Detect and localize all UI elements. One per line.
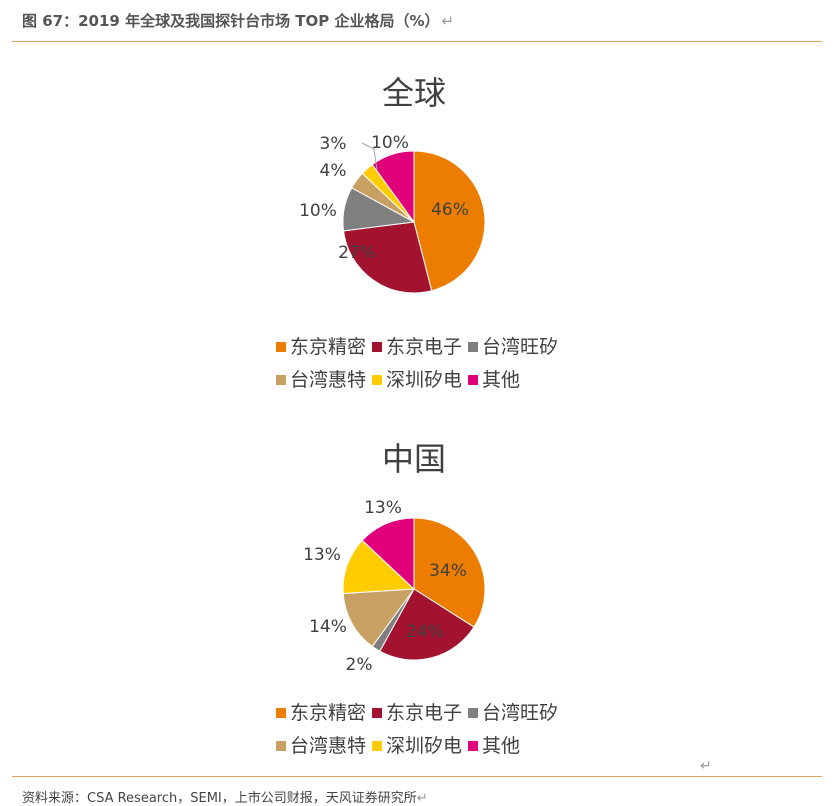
legend-label: 其他 bbox=[482, 369, 521, 391]
figure-title-text: 图 67：2019 年全球及我国探针台市场 TOP 企业格局（%） bbox=[22, 12, 440, 30]
legend-item: 台湾旺矽 bbox=[468, 331, 558, 364]
legend-swatch-icon bbox=[468, 342, 479, 352]
legend-swatch-icon bbox=[468, 708, 479, 718]
bottom-divider bbox=[12, 776, 822, 777]
pie-slice-china-4 bbox=[342, 539, 416, 594]
legend-item: 深圳矽电 bbox=[372, 730, 462, 763]
source-text: 资料来源：CSA Research，SEMI，上市公司财报，天风证券研究所 bbox=[22, 791, 417, 806]
legend-item: 东京精密 bbox=[276, 331, 366, 364]
legend-item: 台湾惠特 bbox=[276, 730, 366, 763]
slice-label-china-4: 13% bbox=[303, 545, 341, 565]
slice-label-china-2: 2% bbox=[346, 655, 373, 675]
legend-item: 台湾旺矽 bbox=[468, 697, 558, 730]
pie-slice-global-5 bbox=[371, 150, 415, 224]
legend-item: 深圳矽电 bbox=[372, 364, 462, 397]
legend-label: 东京电子 bbox=[386, 336, 463, 358]
legend-swatch-icon bbox=[276, 741, 286, 751]
legend-label: 台湾旺矽 bbox=[482, 702, 559, 724]
legend-label: 台湾惠特 bbox=[290, 369, 367, 391]
legend-item: 东京电子 bbox=[372, 697, 462, 730]
source-note: 资料来源：CSA Research，SEMI，上市公司财报，天风证券研究所↵ bbox=[22, 787, 428, 806]
legend-label: 其他 bbox=[482, 735, 521, 757]
legend-row: 台湾惠特 深圳矽电 其他 bbox=[276, 364, 564, 397]
legend-swatch-icon bbox=[276, 708, 286, 718]
return-mark-icon: ↵ bbox=[441, 12, 455, 30]
legend-label: 东京精密 bbox=[290, 702, 367, 724]
legend-swatch-icon bbox=[276, 342, 286, 352]
legend-item: 其他 bbox=[468, 730, 520, 763]
pie-slice-china-5 bbox=[361, 517, 415, 591]
legend-swatch-icon bbox=[276, 375, 286, 385]
legend-label: 台湾旺矽 bbox=[482, 336, 559, 358]
legend-row: 台湾惠特 深圳矽电 其他 bbox=[276, 730, 564, 763]
legend-swatch-icon bbox=[372, 375, 383, 385]
top-divider bbox=[12, 41, 822, 42]
return-mark-icon: ↵ bbox=[700, 758, 712, 774]
pie-chart-global: 46% 27% 10% 4% 3% 10% bbox=[299, 133, 486, 294]
legend-row: 东京精密 东京电子 台湾旺矽 bbox=[276, 697, 564, 730]
legend-label: 东京精密 bbox=[290, 336, 367, 358]
figure-title: 图 67：2019 年全球及我国探针台市场 TOP 企业格局（%） ↵ bbox=[22, 10, 454, 31]
slice-label-china-3: 14% bbox=[309, 617, 347, 637]
legend-swatch-icon bbox=[468, 741, 479, 751]
legend-swatch-icon bbox=[372, 741, 383, 751]
pie-slice-global-0 bbox=[413, 150, 486, 292]
chart-title-china: 中国 bbox=[381, 440, 446, 478]
slice-label-china-0: 34% bbox=[429, 561, 467, 581]
slice-label-china-5: 13% bbox=[364, 498, 402, 518]
slice-label-global-1: 27% bbox=[338, 243, 376, 263]
slice-label-global-0: 46% bbox=[431, 200, 469, 220]
slice-label-global-2: 10% bbox=[299, 201, 337, 221]
slice-label-global-4: 3% bbox=[320, 134, 347, 154]
legend-swatch-icon bbox=[372, 342, 383, 352]
legend-china: 东京精密 东京电子 台湾旺矽 台湾惠特 深圳矽电 其他 bbox=[276, 697, 564, 763]
chart-title-global: 全球 bbox=[381, 74, 446, 112]
legend-swatch-icon bbox=[468, 375, 479, 385]
legend-item: 台湾惠特 bbox=[276, 364, 366, 397]
legend-item: 东京电子 bbox=[372, 331, 462, 364]
legend-label: 深圳矽电 bbox=[386, 369, 463, 391]
legend-row: 东京精密 东京电子 台湾旺矽 bbox=[276, 331, 564, 364]
leader-line-global bbox=[361, 142, 378, 171]
pie-slice-global-1 bbox=[343, 221, 433, 294]
legend-item: 东京精密 bbox=[276, 697, 366, 730]
pie-chart-china: 34% 24% 2% 14% 13% 13% bbox=[303, 498, 486, 675]
legend-label: 东京电子 bbox=[386, 702, 463, 724]
return-mark-icon: ↵ bbox=[416, 791, 428, 806]
pie-slice-china-3 bbox=[342, 588, 416, 648]
pie-slice-china-1 bbox=[379, 588, 475, 661]
legend-swatch-icon bbox=[372, 708, 383, 718]
slice-label-china-1: 24% bbox=[406, 622, 444, 642]
legend-global: 东京精密 东京电子 台湾旺矽 台湾惠特 深圳矽电 其他 bbox=[276, 331, 564, 397]
slice-label-global-3: 4% bbox=[320, 161, 347, 181]
legend-item: 其他 bbox=[468, 364, 520, 397]
legend-label: 深圳矽电 bbox=[386, 735, 463, 757]
slice-label-global-5: 10% bbox=[371, 133, 409, 153]
legend-label: 台湾惠特 bbox=[290, 735, 367, 757]
